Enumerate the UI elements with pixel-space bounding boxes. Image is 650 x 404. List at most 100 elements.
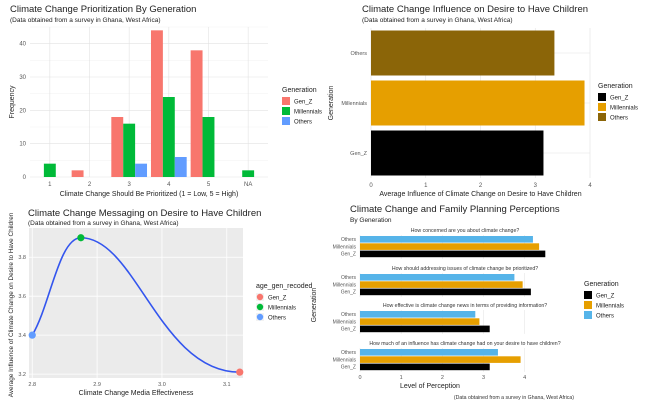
chart1-subtitle: (Data obtained from a survey in Ghana, W… xyxy=(10,17,161,24)
chart4-bar xyxy=(360,274,515,281)
chart1-legend-title: Generation xyxy=(282,87,317,94)
chart4-legend-label: Others xyxy=(596,314,614,320)
chart1-bar xyxy=(135,163,148,177)
chart3-legend-label: Gen_Z xyxy=(268,296,287,302)
chart4-x-tick-label: 4 xyxy=(523,375,526,381)
chart1-y-axis-label: Frequency xyxy=(9,85,16,119)
chart2-y-tick-label: Gen_Z xyxy=(350,151,367,157)
chart1-title: Climate Change Prioritization By Generat… xyxy=(10,4,196,15)
chart2-x-tick-label: 2 xyxy=(479,183,483,189)
chart4-bar xyxy=(360,311,476,318)
chart3-legend-label: Millennials xyxy=(268,306,296,312)
chart1-bar xyxy=(43,163,56,177)
chart2-legend: Generation Gen_Z Millennials Others xyxy=(598,83,638,122)
chart4-legend-label: Millennials xyxy=(596,304,624,310)
chart4-y-tick-label: Others xyxy=(341,275,357,281)
chart4-y-axis-label: Generation xyxy=(311,288,318,323)
chart4-y-tick-label: Gen_Z xyxy=(341,365,356,371)
chart1-legend-key xyxy=(282,97,290,105)
chart1-bar xyxy=(111,117,124,177)
chart1-x-tick-label: 3 xyxy=(127,182,131,188)
chart4-bar xyxy=(360,288,531,296)
chart3-point xyxy=(28,331,36,339)
chart2-x-tick-label: 0 xyxy=(369,183,373,189)
chart1-legend-label: Others xyxy=(294,120,312,126)
chart1-y-tick-label: 30 xyxy=(19,75,26,81)
chart4-y-tick-label: Millennials xyxy=(333,319,357,325)
chart3-x-axis-label: Climate Change Media Effectiveness xyxy=(79,390,194,397)
chart1-bar xyxy=(190,50,203,178)
chart2-plot xyxy=(370,28,591,178)
chart3-panel-background xyxy=(29,228,243,378)
chart2-x-tick-label: 1 xyxy=(424,183,428,189)
chart1-legend-key xyxy=(282,107,290,115)
chart4-x-tick-label: 2 xyxy=(441,375,444,381)
chart1-bar xyxy=(123,123,136,177)
chart4-x-tick-label: 3 xyxy=(482,375,485,381)
chart4-legend-key xyxy=(584,301,592,309)
chart3-y-tick-label: 3.4 xyxy=(18,333,26,339)
chart2-subtitle: (Data obtained from a survey in Ghana, W… xyxy=(362,17,513,24)
chart1-x-tick-label: 4 xyxy=(167,182,171,188)
chart1-y-tick-label: 40 xyxy=(19,42,26,48)
chart4-y-tick-label: Others xyxy=(341,312,357,318)
chart1-x-tick-label: 2 xyxy=(88,182,92,188)
chart2-legend-key xyxy=(598,113,606,121)
chart1-bar xyxy=(71,170,84,177)
chart4-caption: (Data obtained from a survey in Ghana, W… xyxy=(454,395,574,401)
chart4-legend-label: Gen_Z xyxy=(596,294,615,300)
chart4-x-tick-label: 0 xyxy=(358,375,361,381)
chart1-legend-label: Millennials xyxy=(294,110,322,116)
chart2-legend-key xyxy=(598,103,606,111)
chart1-x-tick-label: 5 xyxy=(207,182,211,188)
chart2-y-axis-label: Generation xyxy=(328,86,335,121)
chart4-y-tick-label: Millennials xyxy=(333,282,357,288)
chart1-plot xyxy=(30,26,268,178)
chart3-x-tick-label: 2.9 xyxy=(93,382,101,388)
chart4-bar xyxy=(360,318,480,325)
chart4-y-tick-label: Gen_Z xyxy=(341,252,356,258)
chart4-y-tick-label: Others xyxy=(341,350,357,356)
chart2-legend-label: Others xyxy=(610,116,628,122)
chart3-title: Climate Change Messaging on Desire to Ha… xyxy=(28,208,261,219)
chart1-bar xyxy=(202,117,215,177)
chart3-y-axis-label: Average Influence of Climate Change on D… xyxy=(8,212,15,397)
chart4-legend-title: Generation xyxy=(584,281,619,288)
chart3-legend-label: Others xyxy=(268,316,286,322)
chart1-y-tick-label: 20 xyxy=(19,108,26,114)
chart2-bar xyxy=(371,130,544,176)
chart1-x-tick-label: 1 xyxy=(48,182,52,188)
chart1-bar xyxy=(150,30,163,178)
chart4-x-axis-label: Level of Perception xyxy=(400,383,460,390)
chart4-bar xyxy=(360,356,521,363)
chart4-subtitle: By Generation xyxy=(350,217,392,224)
chart4-title: Climate Change and Family Planning Perce… xyxy=(350,204,560,215)
chart1-bar xyxy=(174,157,187,177)
chart3-legend-key xyxy=(256,293,264,301)
chart4-bar xyxy=(360,363,490,371)
chart1-legend-key xyxy=(282,117,290,125)
chart2-x-axis-label: Average Influence of Climate Change on D… xyxy=(379,191,581,198)
chart1-legend-label: Gen_Z xyxy=(294,100,313,106)
chart3-legend-key xyxy=(256,303,264,311)
chart3-plot xyxy=(28,228,244,378)
chart4-panel-label: How concerned are you about climate chan… xyxy=(411,228,520,234)
chart2-x-tick-label: 3 xyxy=(534,183,538,189)
chart3-legend-title: age_gen_recoded xyxy=(256,283,313,290)
chart2-x-tick-label: 4 xyxy=(588,183,592,189)
chart2-legend-label: Gen_Z xyxy=(610,96,629,102)
chart4-bar xyxy=(360,243,540,250)
chart4-x-tick-label: 1 xyxy=(400,375,403,381)
chart3-legend-key xyxy=(256,313,264,321)
chart1-legend: Generation Gen_Z Millennials Others xyxy=(282,87,322,126)
chart4-bar xyxy=(360,281,523,288)
chart1-bar xyxy=(242,170,255,177)
chart4-y-tick-label: Gen_Z xyxy=(341,290,356,296)
chart4-y-tick-label: Others xyxy=(341,237,357,243)
chart3-subtitle: (Data obtained from a survey in Ghana, W… xyxy=(28,220,179,227)
chart2-y-tick-label: Others xyxy=(350,51,367,57)
chart4-legend-key xyxy=(584,291,592,299)
chart2-legend-label: Millennials xyxy=(610,106,638,112)
chart2-legend-title: Generation xyxy=(598,83,633,90)
